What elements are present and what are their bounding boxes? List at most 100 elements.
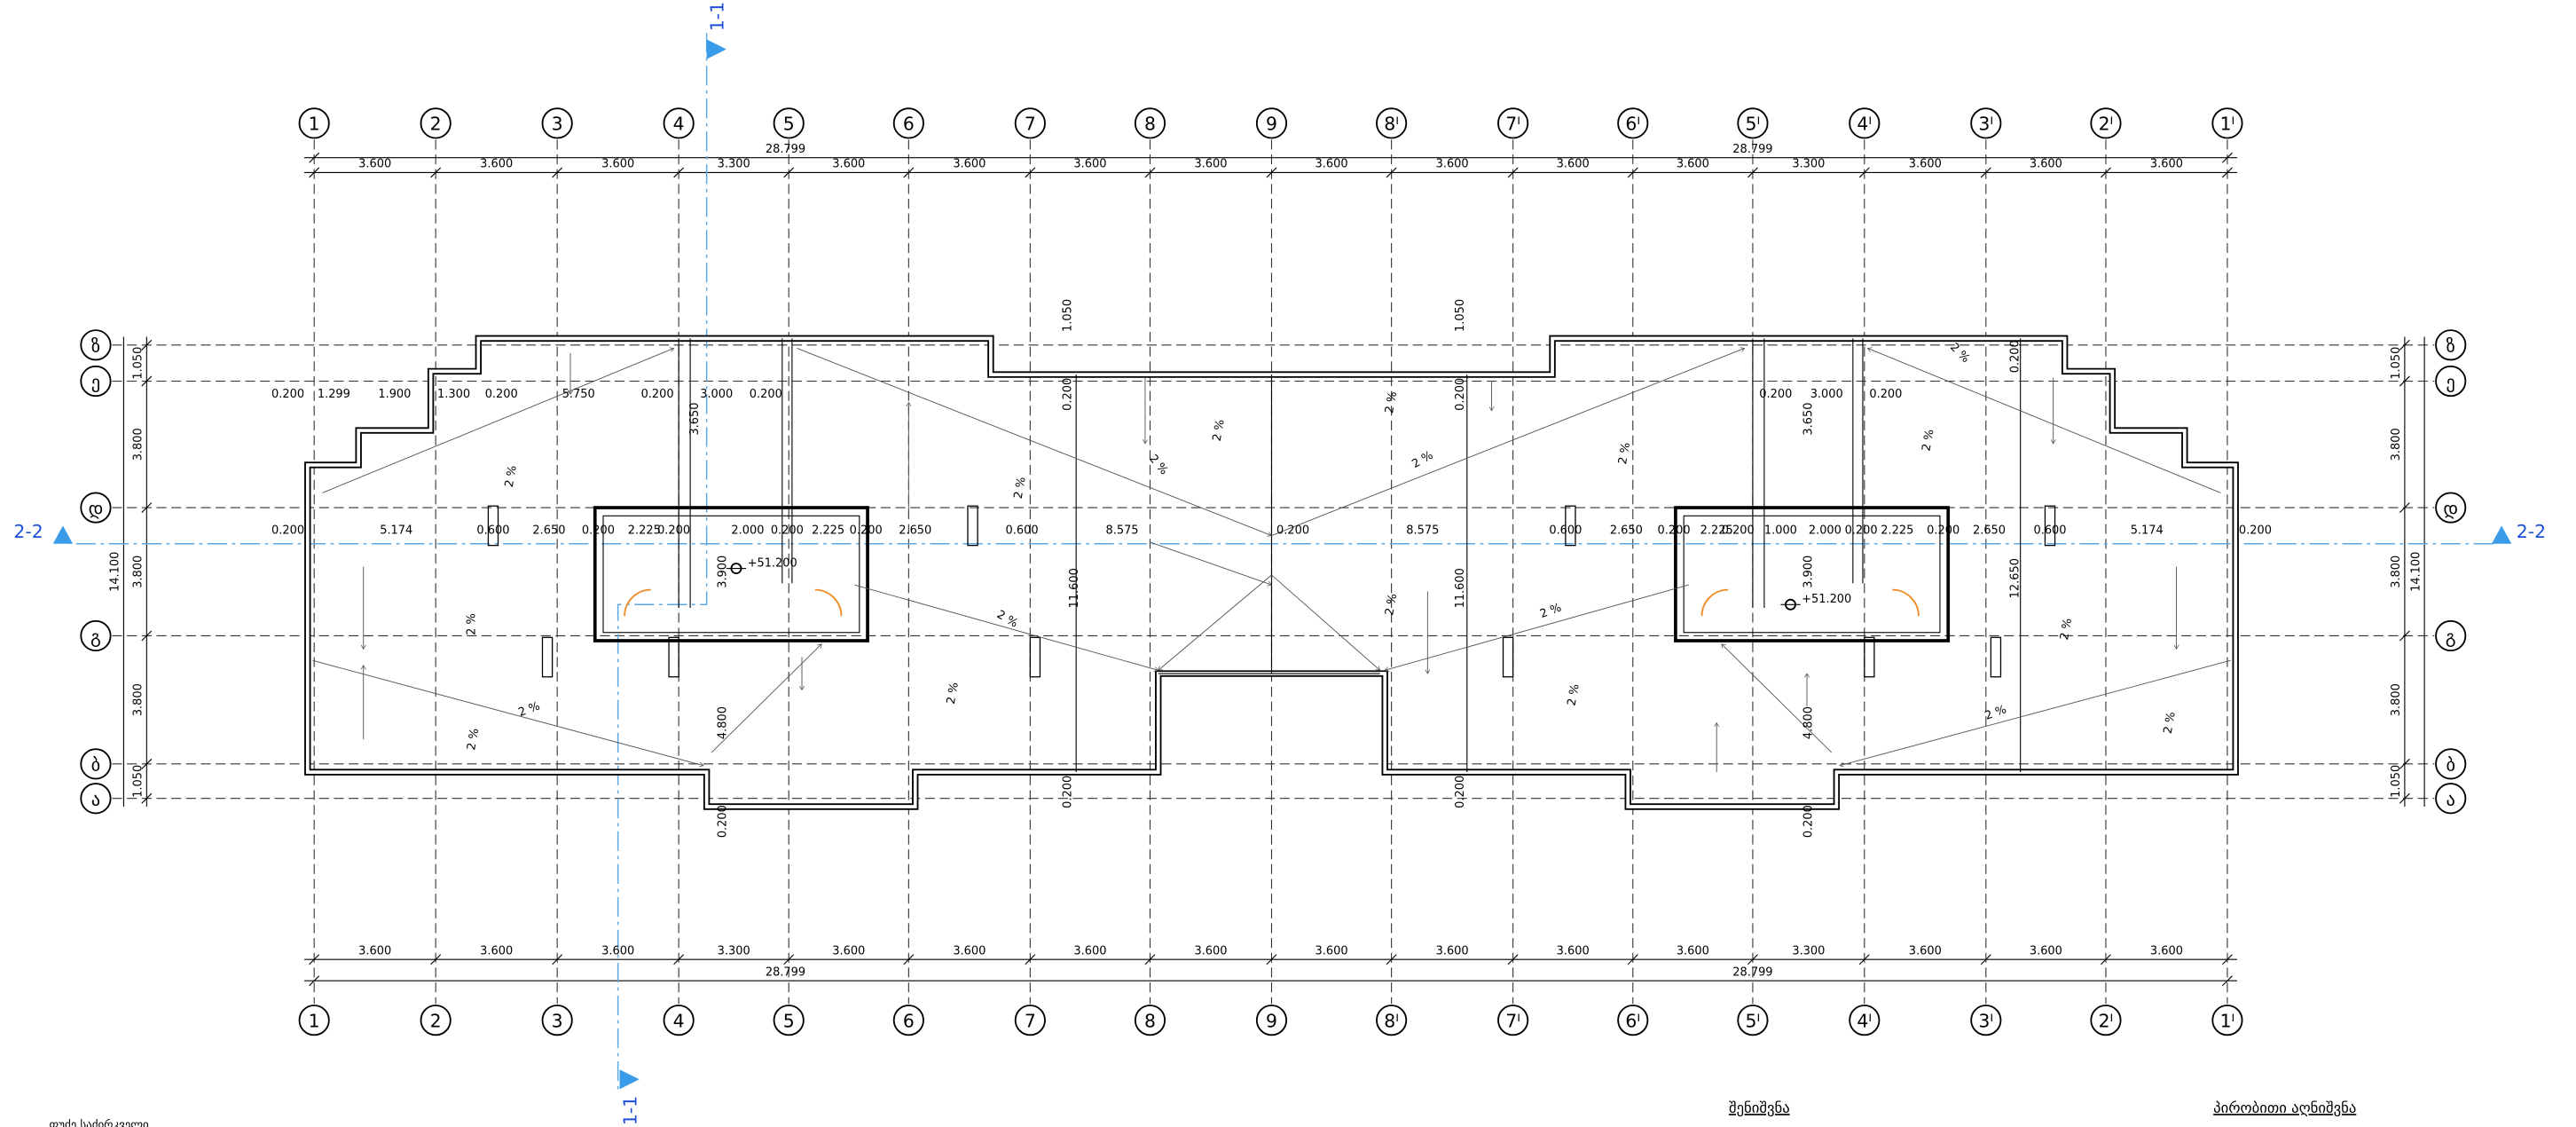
- dim-tick: [552, 954, 563, 965]
- dim-tick: [1144, 167, 1156, 178]
- axis-label: ა: [91, 789, 100, 810]
- slope-label: 2 %: [1616, 442, 1633, 466]
- axis-bubble: [80, 329, 112, 361]
- dim-tick: [673, 954, 685, 965]
- dim-tick: [2222, 954, 2233, 965]
- axis-label: 2ᴵ: [2099, 114, 2114, 135]
- slope-label: 2 %: [945, 682, 962, 705]
- axis-label: გ: [2446, 626, 2456, 647]
- dim-text: 2.225: [1700, 524, 1733, 537]
- slope-arrow: [797, 348, 1271, 535]
- dim-text: 1.299: [318, 388, 350, 401]
- axis-bubble: [1617, 107, 1649, 139]
- axis-bubble: [541, 1005, 573, 1036]
- dim-text: 3.600: [1073, 944, 1106, 958]
- dim-text: 0.200: [1658, 524, 1691, 537]
- section-label: 1-1: [619, 1096, 640, 1125]
- dim-tick: [673, 167, 685, 178]
- axis-label: 4: [673, 114, 685, 135]
- dim-text: 0.200: [1454, 776, 1467, 808]
- dim-text: 3.300: [1792, 158, 1825, 171]
- axis-bubble: [420, 1005, 452, 1036]
- dim-tick: [903, 167, 915, 178]
- axis-label: 3ᴵ: [1978, 114, 1993, 135]
- section-label: 2-2: [13, 521, 43, 542]
- axis-label: 1: [309, 1011, 320, 1032]
- dim-text: 3.600: [1677, 944, 1709, 958]
- dim-text: 1.900: [378, 388, 411, 401]
- axis-bubble: [2435, 365, 2467, 398]
- dim-text: 3.600: [953, 158, 986, 171]
- dim-tick: [1386, 954, 1397, 965]
- dim-text: 3.600: [832, 158, 865, 171]
- dim-text: 3.600: [480, 944, 513, 958]
- dim-text: 3.600: [1557, 944, 1590, 958]
- dim-text: 0.200: [582, 524, 615, 537]
- section-label: 1-1: [707, 2, 728, 31]
- slope-label: 2 %: [2058, 618, 2075, 642]
- dim-text: 3.600: [480, 158, 513, 171]
- dim-text: 0.200: [641, 388, 674, 401]
- section-label: 2-2: [2517, 521, 2546, 542]
- slope-label: 2 %: [1383, 593, 1400, 617]
- dim-text: 3.900: [1802, 556, 1815, 588]
- dim-text: 8.575: [1406, 524, 1439, 537]
- axis-label: 7ᴵ: [1505, 114, 1520, 135]
- dim-tick: [141, 792, 153, 804]
- dim-tick: [2222, 975, 2233, 987]
- dim-text: 0.200: [1722, 524, 1755, 537]
- dim-text: 0.600: [2033, 524, 2066, 537]
- vent: [1864, 636, 1875, 678]
- dim-text: 0.200: [271, 524, 304, 537]
- axis-label: 7: [1025, 114, 1036, 135]
- axis-bubble: [2090, 1005, 2122, 1036]
- axis-grid: 1 1 2 2 3 3 4 4 5 5 6 6 7 7 8 8 9 9 8ᴵ 8ᴵ 7ᴵ 7ᴵ 6ᴵ 6ᴵ 5ᴵ 5ᴵ 4ᴵ 4ᴵ 3ᴵ…: [52, 33, 2512, 1093]
- dim-tick: [2101, 167, 2111, 178]
- dim-text: 3.800: [2390, 556, 2403, 588]
- dim-text: 3.600: [1073, 158, 1106, 171]
- vent: [967, 505, 978, 547]
- axis-bubble: [1376, 1005, 1408, 1036]
- dim-text: 3.600: [1557, 158, 1590, 171]
- axis-bubble: [892, 107, 924, 139]
- slope-arrow: [322, 348, 673, 493]
- dim-text: 0.200: [1927, 524, 1959, 537]
- dim-text: 3.600: [1909, 944, 1942, 958]
- axis-bubble: [1134, 1005, 1166, 1036]
- axis-bubble: [2435, 619, 2467, 652]
- dim-text: 3.600: [832, 944, 865, 958]
- axis-label: ე: [91, 371, 100, 392]
- dim-tick: [552, 167, 563, 178]
- axis-label: ე: [2446, 371, 2455, 392]
- dim-text: 28.799: [1732, 965, 1772, 979]
- dim-tick: [1980, 167, 1991, 178]
- door-swing: [1700, 588, 1729, 617]
- slope-label: 2 %: [1983, 703, 2008, 723]
- dim-tick: [141, 502, 153, 514]
- dim-tick: [2399, 339, 2410, 351]
- dim-text: 28.799: [766, 143, 805, 156]
- axis-label: 9: [1266, 1011, 1277, 1032]
- dim-text: 3.600: [1909, 158, 1942, 171]
- axis-bubble: [663, 1005, 695, 1036]
- dim-text: 3.650: [1802, 403, 1815, 436]
- dim-text: 3.600: [358, 158, 391, 171]
- dim-text: 0.200: [850, 524, 883, 537]
- axis-label: ზ: [2446, 335, 2455, 357]
- dim-text: 3.600: [1677, 158, 1709, 171]
- axis-label: 1ᴵ: [2220, 1011, 2235, 1032]
- axis-label: 2ᴵ: [2099, 1011, 2114, 1032]
- dim-text: 0.600: [1006, 524, 1039, 537]
- slope-arrow: [1271, 574, 1379, 670]
- dim-text: 3.600: [2150, 158, 2183, 171]
- door-swing: [624, 588, 651, 617]
- dim-tick: [141, 375, 153, 387]
- axis-label: 4ᴵ: [1857, 1011, 1872, 1032]
- axis-label: ბ: [91, 754, 101, 776]
- dim-text: 2.225: [1881, 524, 1913, 537]
- dim-tick: [430, 167, 442, 178]
- axis-label: 8: [1144, 114, 1156, 135]
- dim-text: 2.650: [899, 524, 931, 537]
